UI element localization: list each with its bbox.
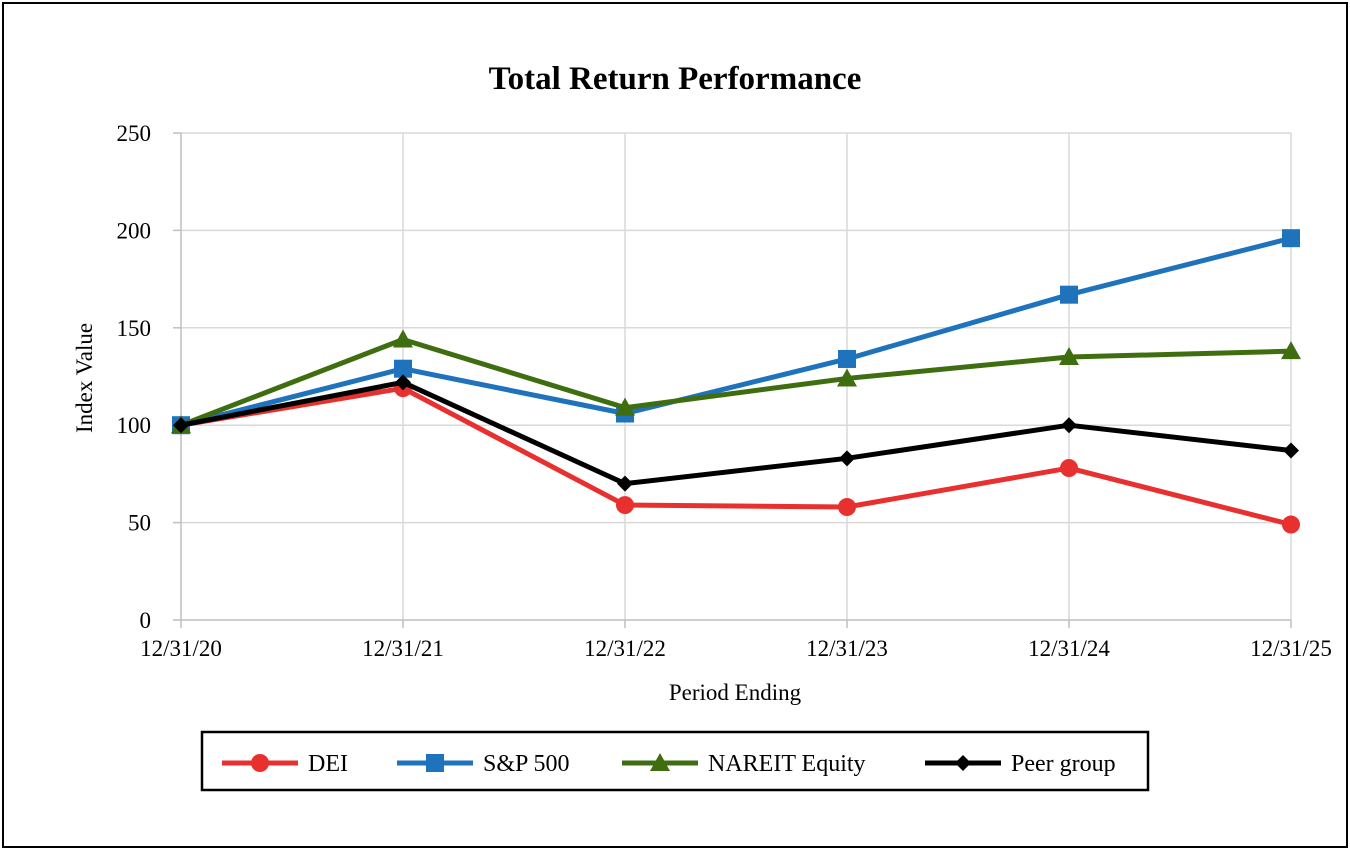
y-axis-label: Index Value [72, 323, 97, 433]
legend-item-s-p-500: S&P 500 [397, 751, 569, 777]
series-line-peer-group [178, 379, 1294, 487]
data-point-s-p-500 [838, 349, 856, 368]
x-tick-label: 12/31/21 [362, 636, 444, 661]
series-line-dei [178, 385, 1294, 528]
legend-marker-dei [251, 754, 269, 772]
y-tick-label: 0 [140, 608, 152, 633]
data-point-nareit-equity [1059, 347, 1079, 366]
x-tick-label: 12/31/23 [806, 636, 888, 661]
y-tick-label: 100 [117, 413, 152, 438]
data-point-peer-group [617, 475, 633, 492]
axes: 0 50 100 150 200 250 12/31/20 12/31/21 12/31/22 1… [117, 121, 1332, 661]
x-tick-label: 12/31/20 [140, 636, 222, 661]
data-point-peer-group [1061, 417, 1077, 434]
legend-label: DEI [308, 751, 348, 777]
x-axis-label: Period Ending [669, 680, 802, 705]
legend: DEI S&P 500 NAREIT Equity Peer group [200, 730, 1150, 792]
data-point-nareit-equity [1281, 341, 1301, 360]
data-point-nareit-equity [837, 368, 857, 387]
data-point-peer-group [1283, 442, 1299, 459]
series-line-s-p-500 [178, 235, 1294, 428]
series-lines [171, 229, 1301, 534]
series-dei [172, 379, 1300, 534]
y-tick-label: 250 [117, 121, 152, 146]
data-point-peer-group [839, 450, 855, 467]
legend-label: Peer group [1011, 751, 1116, 777]
data-point-peer-group [173, 417, 189, 434]
legend-marker-peer-group [955, 755, 971, 771]
legend-marker-nareit-equity [650, 753, 670, 771]
y-tick-label: 150 [117, 316, 152, 341]
data-point-peer-group [395, 374, 411, 391]
legend-item-peer-group: Peer group [925, 751, 1116, 777]
data-point-s-p-500 [1060, 285, 1078, 304]
series-peer-group [173, 374, 1299, 492]
x-tick-label: 12/31/22 [584, 636, 666, 661]
data-point-s-p-500 [394, 359, 412, 378]
chart-title: Total Return Performance [489, 61, 862, 97]
legend-label: NAREIT Equity [708, 751, 866, 777]
y-tick-label: 50 [128, 511, 151, 536]
series-s-p-500 [172, 229, 1300, 435]
data-point-dei [616, 496, 634, 515]
data-point-nareit-equity [393, 329, 413, 348]
legend-item-dei: DEI [222, 751, 348, 777]
grid [181, 132, 1292, 620]
x-tick-label: 12/31/24 [1028, 636, 1110, 661]
legend-item-nareit-equity: NAREIT Equity [622, 751, 866, 777]
data-point-dei [1060, 459, 1078, 478]
data-point-dei [1282, 515, 1300, 534]
y-tick-label: 200 [117, 218, 152, 243]
data-point-nareit-equity [615, 397, 635, 416]
legend-label: S&P 500 [483, 751, 569, 777]
series-line-nareit-equity [178, 336, 1294, 428]
series-nareit-equity [171, 329, 1301, 434]
x-tick-label: 12/31/25 [1250, 636, 1332, 661]
data-point-dei [838, 498, 856, 517]
legend-marker-s-p-500 [426, 754, 444, 772]
data-point-s-p-500 [1282, 229, 1300, 248]
